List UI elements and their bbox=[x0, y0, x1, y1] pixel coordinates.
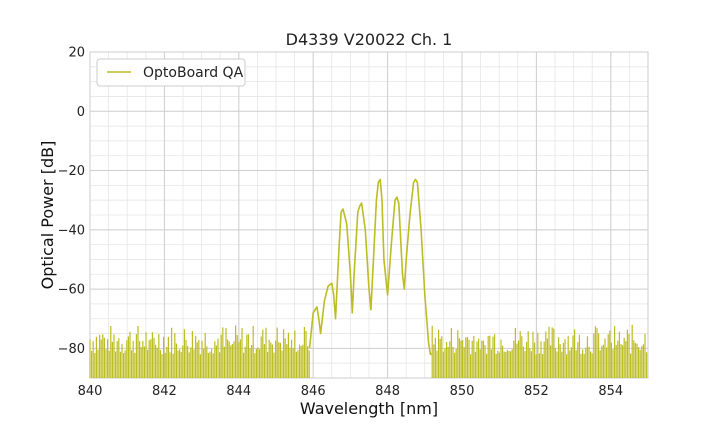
y-tick-label: 20 bbox=[68, 46, 85, 61]
minor-grid bbox=[89, 51, 649, 379]
noise-floor-series bbox=[89, 324, 648, 378]
series-line-optoboard-qa bbox=[308, 178, 433, 356]
x-tick-label: 848 bbox=[375, 384, 400, 399]
y-tick-labels: 20 0 −20 −40 −60 −80 bbox=[58, 46, 85, 357]
y-tick-label: −80 bbox=[58, 342, 85, 357]
x-tick-label: 840 bbox=[78, 384, 103, 399]
legend: OptoBoard QA bbox=[96, 58, 246, 87]
x-tick-label: 852 bbox=[524, 384, 549, 399]
y-tick-label: 0 bbox=[77, 105, 85, 120]
x-tick-label: 850 bbox=[450, 384, 475, 399]
x-tick-label: 842 bbox=[152, 384, 177, 399]
noise-spikes bbox=[89, 325, 310, 378]
x-tick-labels: 840 842 844 846 848 850 852 854 bbox=[78, 384, 624, 399]
y-tick-label: −40 bbox=[58, 223, 85, 238]
x-tick-label: 846 bbox=[301, 384, 326, 399]
y-tick-label: −20 bbox=[58, 164, 85, 179]
chart-title: D4339 V20022 Ch. 1 bbox=[286, 30, 453, 49]
major-grid bbox=[89, 51, 648, 378]
plot-frame bbox=[89, 51, 649, 379]
legend-entry-optoboard-qa: OptoBoard QA bbox=[143, 65, 244, 81]
y-tick-label: −60 bbox=[58, 283, 85, 298]
x-tick-label: 854 bbox=[598, 384, 623, 399]
x-axis-label: Wavelength [nm] bbox=[300, 399, 438, 418]
noise-spikes bbox=[431, 324, 648, 378]
y-axis-label: Optical Power [dB] bbox=[38, 141, 57, 290]
legend-box bbox=[96, 58, 246, 87]
x-tick-label: 844 bbox=[226, 384, 251, 399]
